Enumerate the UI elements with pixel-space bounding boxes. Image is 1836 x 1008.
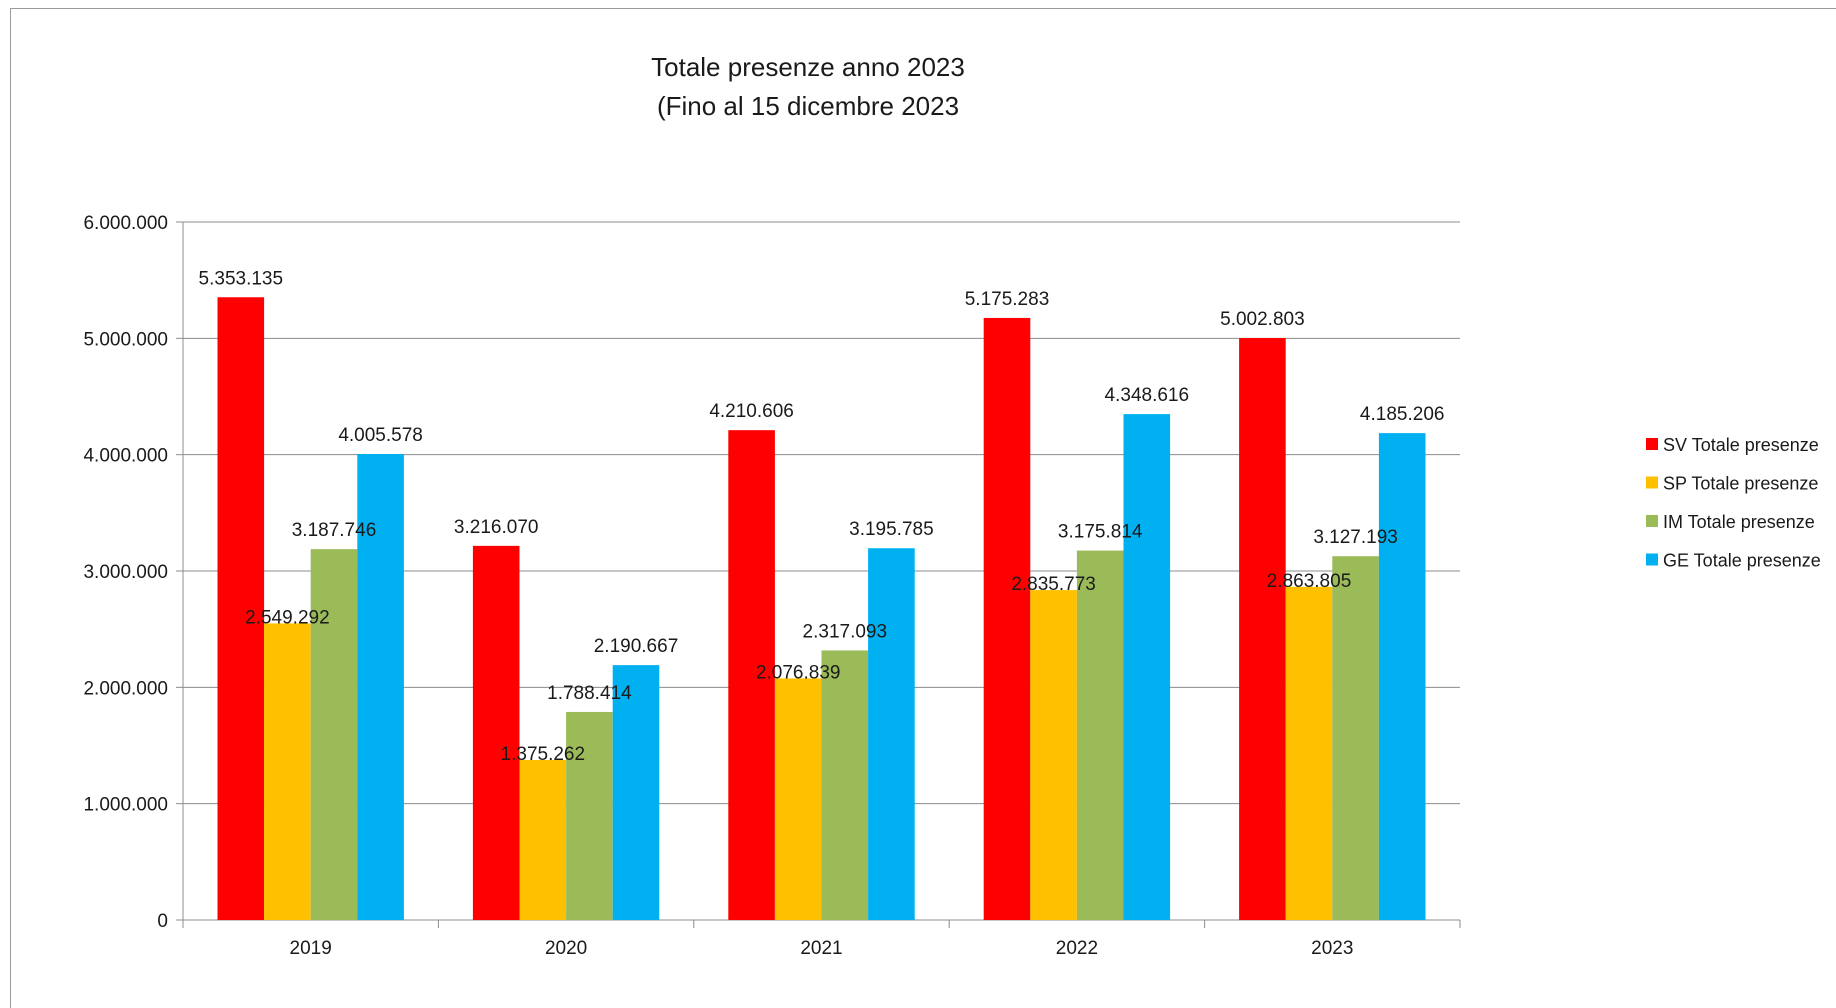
y-tick-label: 6.000.000	[83, 213, 168, 234]
bar	[774, 678, 822, 920]
bar	[983, 317, 1031, 920]
data-label: 2.076.839	[756, 662, 841, 683]
x-tick-label: 2019	[290, 938, 332, 959]
x-axis: 2019 2020 2021 2022 2023	[182, 919, 1461, 959]
bar	[264, 623, 311, 920]
bar	[1285, 586, 1333, 920]
legend: SV Totale presenze SP Totale presenze IM T…	[1646, 435, 1821, 571]
y-tick-label: 2.000.000	[83, 678, 168, 699]
bar	[1239, 338, 1286, 920]
bar	[1332, 556, 1379, 920]
bar-series-group	[217, 297, 1426, 920]
x-tick-label: 2022	[1056, 938, 1098, 959]
data-label: 5.353.135	[199, 268, 284, 289]
chart-subtitle: (Fino al 15 dicembre 2023	[657, 91, 959, 121]
data-label: 5.002.803	[1220, 309, 1305, 330]
legend-swatch	[1646, 515, 1658, 527]
bar	[1123, 414, 1171, 920]
bar	[1378, 433, 1426, 920]
data-label: 3.175.814	[1058, 522, 1143, 543]
legend-label: GE Totale presenze	[1663, 551, 1821, 571]
bar	[217, 297, 265, 920]
legend-label: SV Totale presenze	[1663, 435, 1819, 455]
bar	[728, 430, 775, 920]
bar	[519, 760, 567, 920]
data-label: 2.549.292	[245, 607, 330, 628]
bar	[1076, 550, 1124, 920]
bar	[868, 548, 915, 920]
y-tick-label: 1.000.000	[83, 795, 168, 816]
y-axis: 0 1.000.000 2.000.000 3.000.000 4.000.000 5.0…	[83, 213, 184, 932]
data-label: 3.216.070	[454, 517, 539, 538]
bar	[357, 454, 404, 920]
legend-swatch	[1646, 476, 1658, 489]
data-label: 5.175.283	[965, 289, 1050, 310]
data-label: 4.348.616	[1105, 385, 1190, 406]
y-tick-label: 4.000.000	[83, 446, 168, 467]
y-tick-label: 3.000.000	[83, 562, 168, 583]
data-label: 2.863.805	[1267, 571, 1352, 592]
y-tick-label: 5.000.000	[83, 329, 168, 350]
bar	[1030, 590, 1077, 920]
legend-swatch	[1646, 438, 1658, 450]
data-label: 1.375.262	[501, 744, 586, 765]
y-tick-label: 0	[157, 911, 168, 932]
chart-area	[10, 8, 1836, 1008]
data-label: 2.190.667	[594, 636, 679, 657]
data-label: 4.005.578	[338, 425, 423, 446]
data-label: 2.317.093	[803, 621, 888, 642]
bar	[472, 545, 520, 920]
data-labels-group: 5.353.135 2.549.292 3.187.746 4.005.578 3.21…	[199, 268, 1445, 765]
x-tick-label: 2023	[1311, 938, 1353, 959]
data-label: 4.210.606	[709, 401, 794, 422]
chart-title: Totale presenze anno 2023	[651, 52, 965, 82]
legend-swatch	[1646, 553, 1658, 566]
bar	[566, 711, 613, 920]
legend-label: SP Totale presenze	[1663, 474, 1818, 494]
bar	[612, 665, 660, 920]
data-label: 3.127.193	[1313, 527, 1398, 548]
x-tick-label: 2020	[545, 938, 587, 959]
bar	[310, 549, 358, 920]
data-label: 2.835.773	[1011, 574, 1096, 595]
data-label: 3.187.746	[292, 520, 377, 541]
bar	[821, 650, 869, 920]
legend-label: IM Totale presenze	[1663, 512, 1815, 532]
data-label: 1.788.414	[547, 683, 632, 704]
x-tick-label: 2021	[800, 938, 842, 959]
data-label: 4.185.206	[1360, 404, 1445, 425]
data-label: 3.195.785	[849, 519, 934, 540]
